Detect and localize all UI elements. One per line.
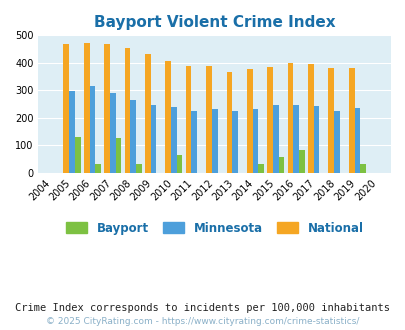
Bar (90, 86, 95, 173)
Bar (185, 66, 191, 173)
Bar (287, 63, 293, 173)
Bar (69, 91, 75, 173)
Bar (226, 72, 232, 173)
Bar (252, 109, 258, 173)
Bar (95, 164, 101, 173)
Bar (232, 111, 237, 173)
Bar (83, 43, 90, 173)
Bar (110, 93, 115, 173)
Bar (348, 68, 354, 173)
Bar (359, 164, 365, 173)
Bar (328, 68, 333, 173)
Bar (150, 105, 156, 173)
Bar (313, 107, 319, 173)
Bar (136, 164, 141, 173)
Bar (115, 138, 121, 173)
Text: Crime Index corresponds to incidents per 100,000 inhabitants: Crime Index corresponds to incidents per… (15, 303, 390, 313)
Bar (293, 105, 298, 173)
Bar (211, 109, 217, 173)
Bar (176, 155, 182, 173)
Bar (333, 111, 339, 173)
Title: Bayport Violent Crime Index: Bayport Violent Crime Index (94, 15, 335, 30)
Text: © 2025 CityRating.com - https://www.cityrating.com/crime-statistics/: © 2025 CityRating.com - https://www.city… (46, 317, 359, 326)
Bar (307, 64, 313, 173)
Legend: Bayport, Minnesota, National: Bayport, Minnesota, National (61, 217, 367, 239)
Bar (63, 44, 69, 173)
Bar (130, 100, 136, 173)
Bar (104, 45, 110, 173)
Bar (258, 164, 263, 173)
Bar (191, 111, 197, 173)
Bar (206, 66, 211, 173)
Bar (124, 48, 130, 173)
Bar (165, 61, 171, 173)
Bar (246, 69, 252, 173)
Bar (298, 150, 304, 173)
Bar (266, 67, 272, 173)
Bar (171, 107, 176, 173)
Bar (278, 157, 284, 173)
Bar (75, 137, 80, 173)
Bar (272, 105, 278, 173)
Bar (145, 54, 150, 173)
Bar (354, 108, 359, 173)
